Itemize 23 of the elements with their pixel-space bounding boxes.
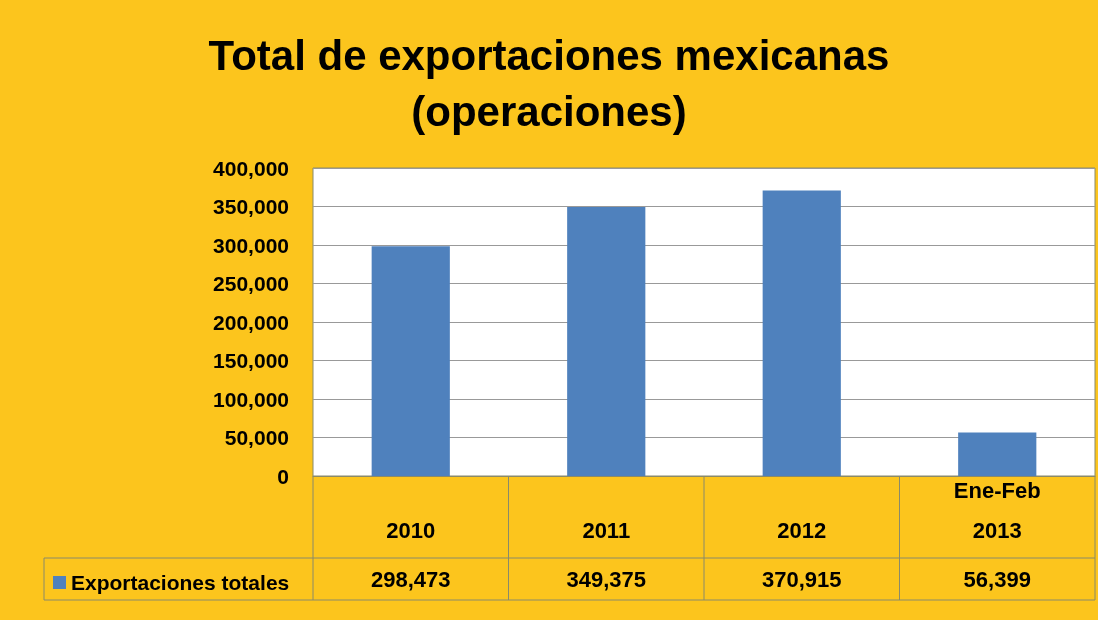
x-tick-label: Ene-Feb 2013 <box>953 477 1041 543</box>
chart-title: Total de exportaciones mexicanas (operaciones) <box>208 31 890 135</box>
y-tick-label: 50,000 <box>224 426 289 449</box>
y-tick-label: 350,000 <box>213 195 289 218</box>
data-label: 56,399 <box>963 566 1031 592</box>
x-tick-label: 2012 <box>777 517 827 543</box>
y-tick-label: 150,000 <box>213 349 289 372</box>
legend-label: Exportaciones totales <box>71 571 290 594</box>
bar <box>958 432 1037 476</box>
bar <box>567 206 646 476</box>
y-tick-label: 0 <box>277 464 289 488</box>
y-tick-label: 200,000 <box>213 310 289 334</box>
y-tick-label: 400,000 <box>213 156 289 180</box>
bar <box>371 246 450 476</box>
data-label: 349,375 <box>566 566 647 592</box>
data-label: 370,915 <box>761 566 842 592</box>
bar <box>762 190 841 476</box>
y-tick-label: 300,000 <box>213 233 289 257</box>
data-label: 298,473 <box>370 566 451 592</box>
y-tick-label: 100,000 <box>213 387 289 411</box>
y-tick-label: 250,000 <box>213 272 289 295</box>
x-tick-label: 2011 <box>582 517 631 543</box>
x-tick-label: 2010 <box>386 517 436 543</box>
